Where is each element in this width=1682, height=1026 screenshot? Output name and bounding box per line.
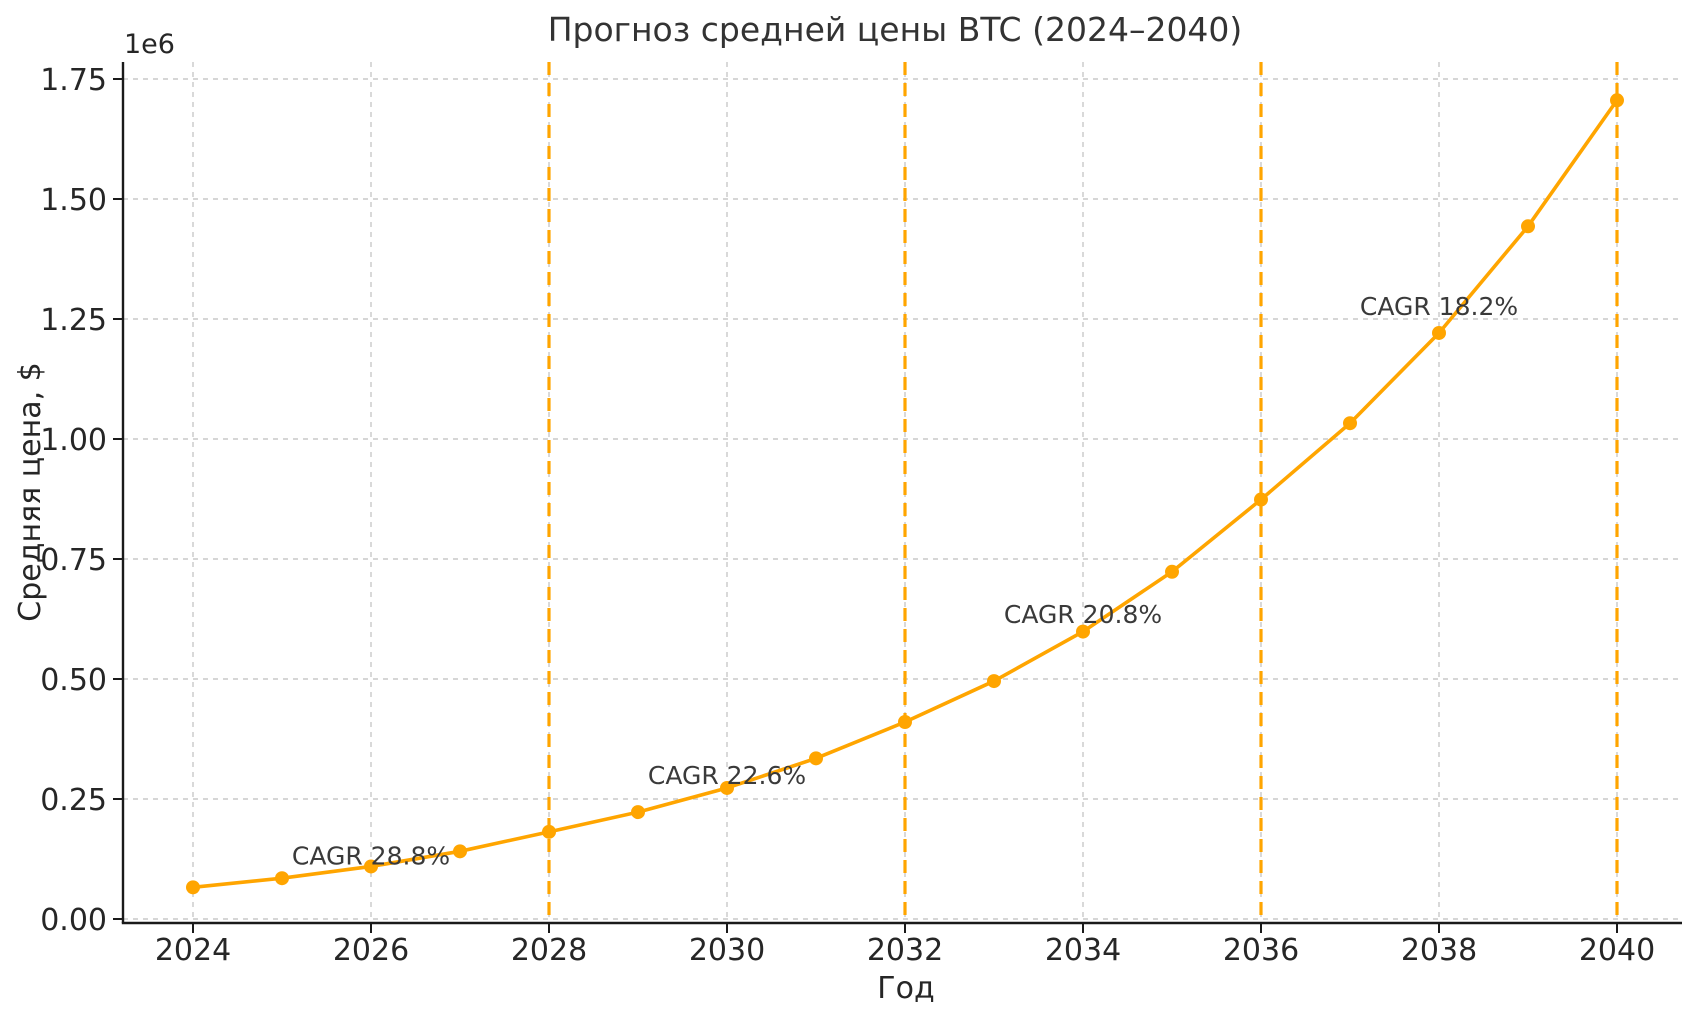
y-tick-label: 0.25 xyxy=(40,783,107,818)
data-point-2027 xyxy=(453,844,467,859)
data-point-2040 xyxy=(1610,93,1624,108)
x-tick-label: 2038 xyxy=(1401,933,1477,968)
y-tick-label: 0.00 xyxy=(40,903,107,938)
cagr-annotation: CAGR 28.8% xyxy=(292,842,450,871)
grid-layer xyxy=(123,62,1682,923)
data-point-2033 xyxy=(987,674,1001,689)
x-tick-label: 2030 xyxy=(689,933,765,968)
y-tick-label: 1.25 xyxy=(40,303,107,338)
x-tick-label: 2028 xyxy=(511,933,587,968)
chart-title: Прогноз средней цены BTC (2024–2040) xyxy=(548,10,1243,49)
y-axis-offset-label: 1e6 xyxy=(124,29,175,60)
milestone-vlines xyxy=(547,62,1619,923)
data-point-2025 xyxy=(275,871,289,886)
y-tick-label: 1.00 xyxy=(40,423,107,458)
data-point-2026 xyxy=(364,859,378,874)
data-point-2031 xyxy=(809,751,823,766)
x-tick-label: 2036 xyxy=(1223,933,1299,968)
data-point-2036 xyxy=(1254,492,1268,507)
x-tick-label: 2026 xyxy=(333,933,409,968)
y-tick-label: 1.50 xyxy=(40,183,107,218)
y-axis-label: Средняя цена, $ xyxy=(13,362,48,621)
data-point-2029 xyxy=(631,805,645,820)
cagr-annotations: CAGR 28.8% CAGR 22.6% CAGR 20.8% CAGR 18.2% xyxy=(292,292,1518,871)
data-point-2028 xyxy=(542,824,556,839)
x-tick-label: 2032 xyxy=(867,933,943,968)
data-point-2032 xyxy=(898,715,912,730)
data-point-2024 xyxy=(186,880,200,895)
price-series xyxy=(186,93,1624,895)
x-axis-label: Год xyxy=(877,971,934,1006)
x-tick-label: 2024 xyxy=(155,933,231,968)
cagr-annotation: CAGR 20.8% xyxy=(1004,600,1162,629)
y-tick-label: 1.75 xyxy=(40,63,107,98)
data-point-2030 xyxy=(720,780,734,795)
x-tick-label: 2040 xyxy=(1579,933,1655,968)
x-tick-label: 2034 xyxy=(1045,933,1121,968)
y-tick-label: 0.75 xyxy=(40,543,107,578)
data-point-2034 xyxy=(1076,624,1090,639)
cagr-annotation: CAGR 22.6% xyxy=(648,761,806,790)
data-point-2038 xyxy=(1432,325,1446,340)
data-point-2035 xyxy=(1165,564,1179,579)
data-point-2039 xyxy=(1521,219,1535,234)
cagr-annotation: CAGR 18.2% xyxy=(1360,292,1518,321)
data-point-2037 xyxy=(1343,416,1357,431)
axes: 0.00 0.25 0.50 0.75 1.00 1.25 1.50 1.75 2024 2026… xyxy=(40,62,1682,968)
y-tick-label: 0.50 xyxy=(40,663,107,698)
